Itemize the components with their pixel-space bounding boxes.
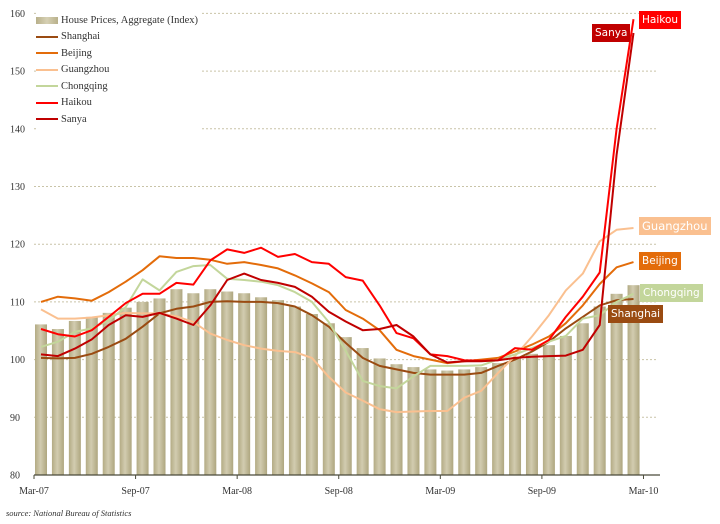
bar-Dec-09 [593,306,606,475]
y-tick-label: 90 [10,413,20,424]
legend-item-sanya: Sanya [36,111,198,128]
bar-Jun-08 [288,306,301,475]
x-tick-label: Mar-08 [222,486,252,497]
bar-Jul-09 [509,358,522,475]
legend-item-beijing: Beijing [36,45,198,62]
bar-May-09 [475,367,488,475]
bar-Jun-07 [85,316,98,475]
bar-Feb-09 [424,369,437,475]
y-tick-label: 140 [10,124,25,135]
legend-swatch [36,85,58,88]
end-label-guangzhou: Guangzhou [639,217,711,235]
bar-Jan-08 [204,289,217,475]
series-line-haikou [40,19,635,362]
bar-Aug-09 [525,353,538,475]
bar-Apr-08 [255,297,268,475]
source-note: source: National Bureau of Statistics [6,508,132,518]
legend-swatch [36,101,58,104]
bar-Dec-08 [390,364,403,475]
bar-Jan-09 [407,367,420,475]
x-tick-label: Sep-07 [121,486,149,497]
x-tick-label: Mar-07 [19,486,49,497]
series-line-guangzhou [40,227,634,414]
legend-label: Guangzhou [61,64,110,76]
end-label-chongqing: Chongqing [640,284,703,302]
x-tick-label: Mar-10 [629,486,659,497]
legend-label: Chongqing [61,80,108,92]
x-tick-label: Sep-09 [528,486,556,497]
bar-Jun-09 [492,363,505,475]
y-tick-label: 130 [10,182,25,193]
legend-label: Haikou [61,97,92,109]
bar-Nov-07 [170,289,183,475]
legend-item-guangzhou: Guangzhou [36,62,198,79]
y-tick-label: 160 [10,9,25,20]
legend-label: Sanya [61,113,87,125]
end-label-beijing: Beijing [639,252,681,270]
legend-swatch [36,16,58,24]
legend-item-chongqing: Chongqing [36,78,198,95]
series-line-sanya [40,32,635,364]
bar-Jul-08 [305,314,318,475]
bar-Aug-07 [119,307,132,475]
end-label-shanghai: Shanghai [608,305,664,323]
legend-item-haikou: Haikou [36,95,198,112]
bar-Feb-08 [221,291,234,475]
bar-Mar-09 [441,370,454,475]
legend-item-shanghai: Shanghai [36,29,198,46]
bar-Jan-10 [610,293,623,475]
series-line-beijing [40,255,634,365]
bar-May-07 [68,320,81,475]
legend: House Prices, Aggregate (Index) Shanghai B… [36,12,203,130]
bar-Nov-09 [576,323,589,475]
legend-item-house-prices-aggregate-index-: House Prices, Aggregate (Index) [36,12,198,29]
y-tick-label: 100 [10,355,25,366]
bar-Sep-08 [339,337,352,475]
bar-May-08 [272,300,285,475]
bar-Mar-08 [238,293,251,475]
bar-Sep-07 [136,301,149,475]
y-tick-label: 80 [10,471,20,482]
legend-swatch [36,118,58,121]
bar-Mar-07 [35,324,47,475]
legend-label: House Prices, Aggregate (Index) [61,14,199,26]
bar-Oct-09 [559,335,572,475]
legend-label: Beijing [61,47,92,59]
bar-Oct-08 [356,348,369,475]
legend-label: Shanghai [61,31,101,43]
bar-Aug-08 [322,323,335,475]
bar-Nov-08 [373,358,386,475]
y-tick-label: 110 [10,297,25,308]
y-tick-label: 150 [10,67,25,78]
bar-Feb-10 [627,285,640,475]
bar-Apr-09 [458,369,471,475]
legend-swatch [36,35,58,38]
x-tick-label: Sep-08 [325,486,353,497]
bar-Sep-09 [542,345,555,475]
bar-Apr-07 [51,329,64,475]
y-tick-label: 120 [10,240,25,251]
x-tick-label: Mar-09 [425,486,455,497]
legend-swatch [36,52,58,55]
bar-Oct-07 [153,298,166,475]
bar-Jul-07 [102,312,115,475]
end-label-sanya: Sanya [592,24,631,42]
end-label-haikou: Haikou [639,11,682,29]
legend-swatch [36,68,58,71]
bar-Dec-07 [187,293,200,475]
